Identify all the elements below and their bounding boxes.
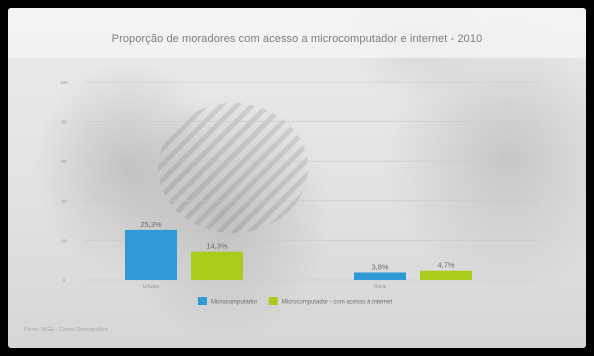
data-label-urbana-series-1: 25,3% (140, 220, 162, 229)
chart-panel: Proporção de moradores com acesso a micr… (8, 8, 586, 348)
background-photo-texture (158, 103, 308, 233)
y-tick-label-60: 60 (61, 159, 67, 164)
legend-label-1: Microcomputador (211, 300, 257, 306)
title-band (8, 8, 586, 58)
legend-swatch-2 (268, 297, 278, 305)
data-label-rural-series-1: 3,8% (371, 262, 388, 271)
bar-urbana-series-1 (125, 229, 177, 280)
x-category-label-rural: Rural (374, 284, 386, 290)
y-tick-label-40: 40 (61, 199, 67, 204)
source-note: Fonte: IBGE - Censo Demográfico (24, 327, 108, 333)
bar-rural-series-2 (420, 270, 472, 280)
y-tick-label-0: 0 (63, 278, 66, 283)
legend-label-2: Microcomputador - com acesso à internet (282, 300, 393, 306)
y-tick-label-80: 80 (61, 120, 67, 125)
data-label-urbana-series-2: 14,3% (206, 242, 228, 251)
y-tick-label-20: 20 (61, 238, 67, 243)
chart-title: Proporção de moradores com acesso a micr… (111, 33, 483, 45)
bar-rural-series-1 (354, 272, 406, 280)
bar-urbana-series-2 (191, 251, 243, 280)
bar-chart: 0 20 40 60 80 100 25,3% 14,3% Urbana 3,8% 4,7% Rura… (60, 80, 540, 306)
legend-swatch-1 (198, 297, 207, 305)
data-label-rural-series-2: 4,7% (437, 261, 454, 270)
x-category-label-urbana: Urbana (143, 284, 160, 290)
y-tick-label-100: 100 (60, 80, 68, 85)
